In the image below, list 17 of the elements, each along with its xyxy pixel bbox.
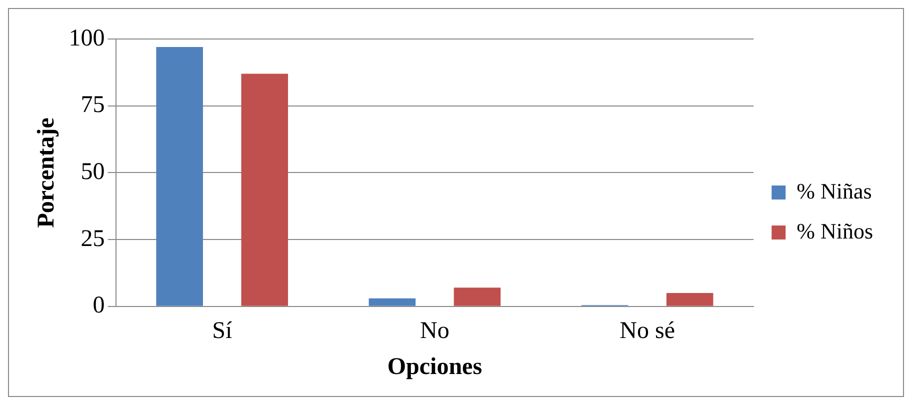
x-tick-label: No sé bbox=[620, 318, 675, 344]
y-tick-label: 25 bbox=[80, 226, 105, 252]
y-tick-label: 50 bbox=[80, 158, 105, 185]
y-axis-title: Porcentaje bbox=[34, 117, 60, 228]
bar bbox=[241, 74, 288, 306]
bar bbox=[156, 47, 203, 306]
y-tick-label: 100 bbox=[68, 25, 105, 52]
x-tick-label: No bbox=[420, 318, 450, 344]
bar bbox=[368, 298, 416, 306]
y-tick-label: 75 bbox=[80, 92, 105, 118]
bar bbox=[454, 288, 501, 306]
x-axis-title: Opciones bbox=[387, 354, 482, 380]
legend-label: % Niños bbox=[796, 218, 874, 244]
y-tick-label: 0 bbox=[92, 292, 105, 319]
legend-label: % Niñas bbox=[796, 178, 872, 204]
bar bbox=[666, 293, 714, 306]
x-tick-label: Sí bbox=[212, 318, 232, 344]
